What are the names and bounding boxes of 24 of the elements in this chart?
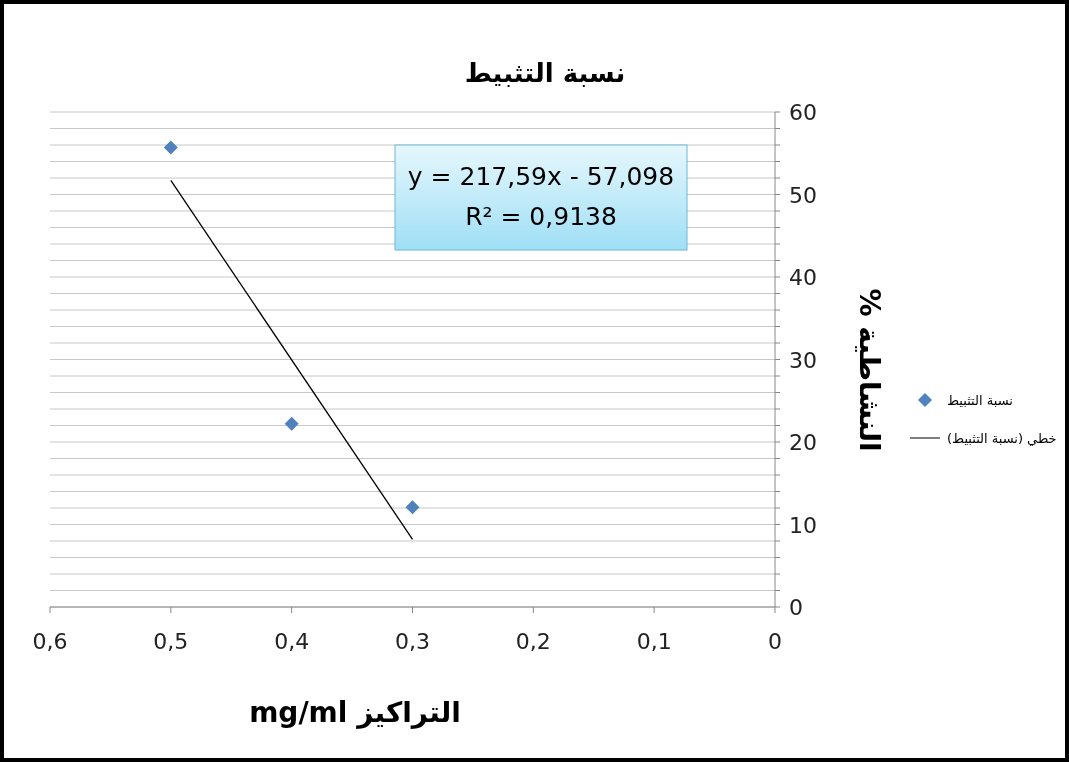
legend-label: نسبة التثبيط xyxy=(947,393,1013,408)
y-tick-label: 50 xyxy=(789,182,817,208)
x-tick-label: 0,1 xyxy=(636,629,672,654)
x-tick-label: 0 xyxy=(768,629,782,654)
x-tick-label: 0,3 xyxy=(395,629,430,654)
x-tick-label: 0,6 xyxy=(32,629,68,654)
x-tick-label: 0,4 xyxy=(274,629,310,654)
y-axis-title: النشاطية % xyxy=(853,288,886,452)
chart-title: نسبة التثبيط xyxy=(464,58,626,88)
y-tick-label: 60 xyxy=(789,100,817,125)
y-tick-label: 0 xyxy=(789,595,803,620)
x-tick-label: 0,5 xyxy=(153,629,189,654)
annotation: y = 217,59x - 57,098 xyxy=(407,162,675,191)
point xyxy=(284,416,299,431)
x-axis-title: التراكيز mg/ml xyxy=(249,696,461,729)
y-tick-label: 40 xyxy=(789,265,817,290)
y-tick-label: 10 xyxy=(789,512,817,538)
legend-label: خطي (نسبة التثبيط) xyxy=(947,431,1057,446)
y-tick-label: 20 xyxy=(789,430,817,455)
x-tick-label: 0,2 xyxy=(515,629,551,654)
y-tick-label: 30 xyxy=(789,347,817,373)
annotation: R² = 0,9138 xyxy=(465,202,617,231)
point xyxy=(163,140,178,155)
point xyxy=(405,500,420,515)
